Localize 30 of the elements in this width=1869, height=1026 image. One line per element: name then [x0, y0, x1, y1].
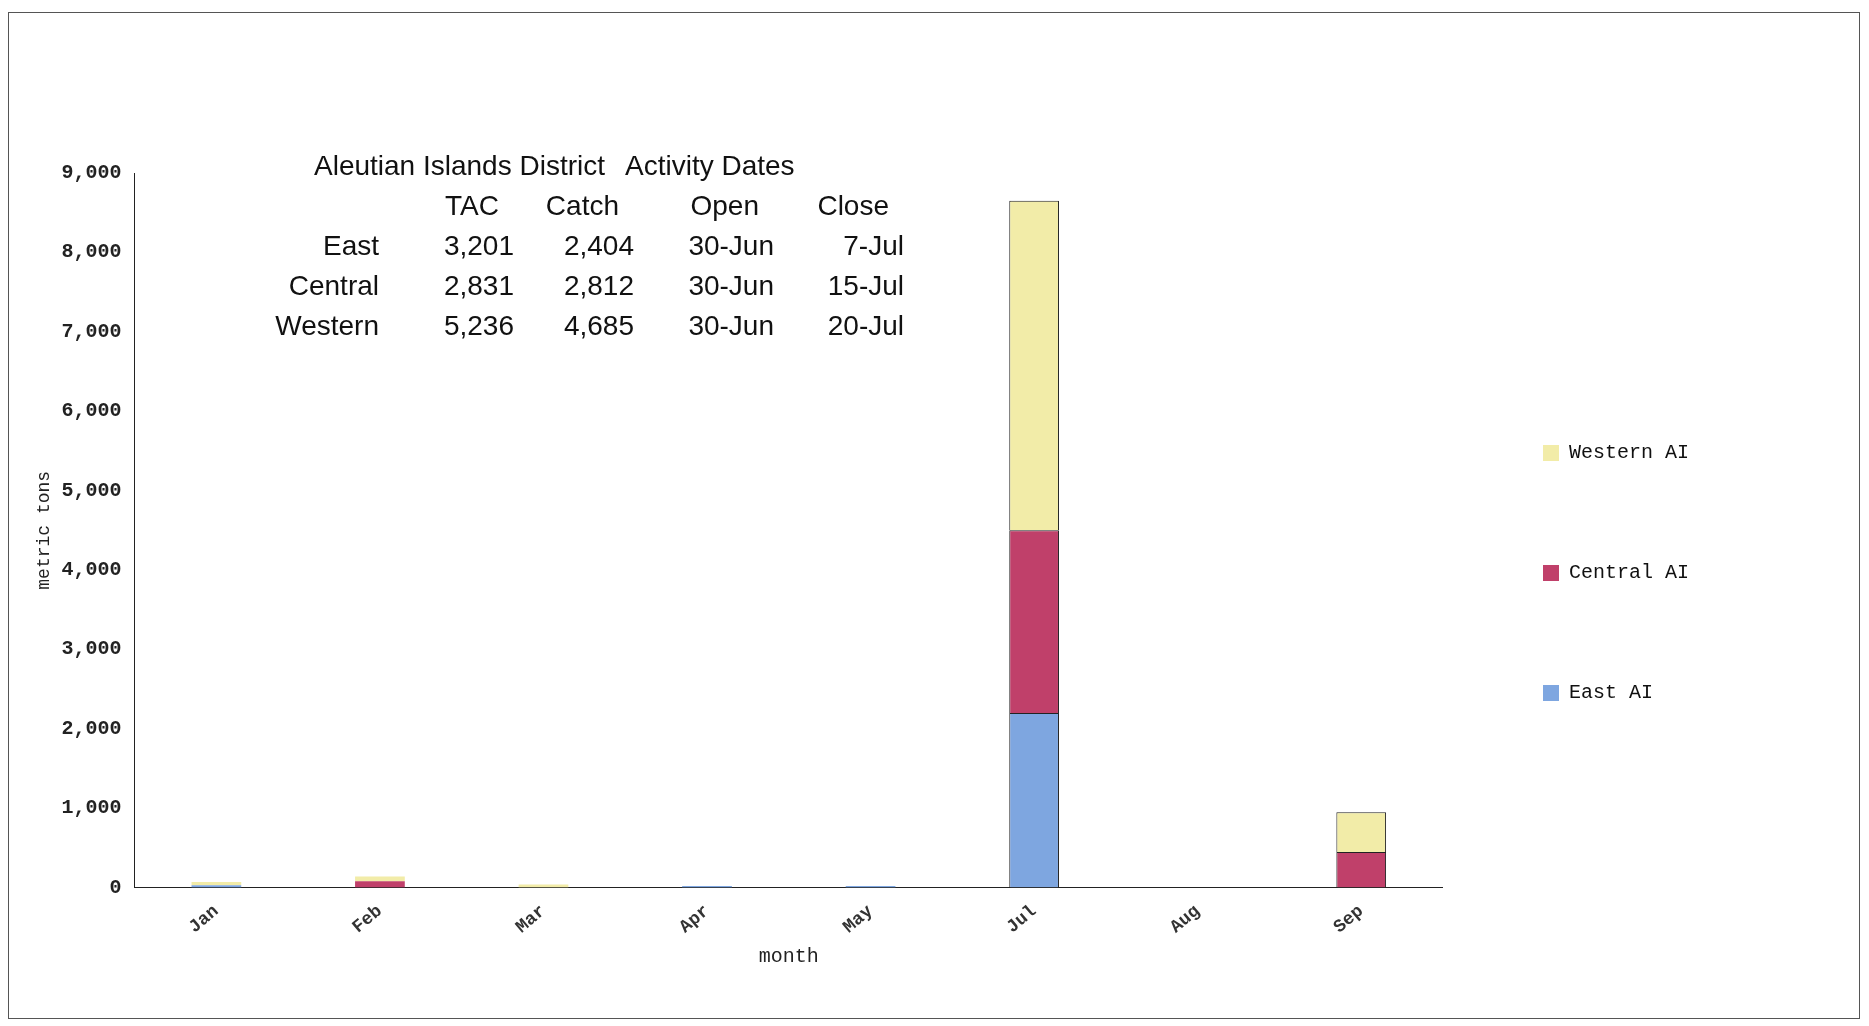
x-tick-label: Jan — [184, 900, 223, 938]
x-tick-label: May — [839, 900, 877, 938]
text: East 3,201 2,404 30-Jun 7-Jul — [322, 230, 904, 261]
x-tick-label: Apr — [675, 900, 714, 938]
legend-label: Central AI — [1568, 561, 1690, 585]
x-tick-label: Feb — [348, 900, 387, 938]
legend-label: Western AI — [1568, 441, 1690, 465]
y-tick-label: 9,000 — [61, 161, 122, 185]
x-tick-label: Jul — [1002, 900, 1041, 938]
y-tick-label: 7,000 — [61, 319, 122, 343]
y-tick-label: 1,000 — [61, 796, 122, 820]
x-tick-label: Sep — [1329, 900, 1368, 938]
text: Western 5,236 4,685 30-Jun 20-Jul — [275, 310, 904, 341]
bar — [355, 881, 405, 888]
text: Central 2,831 2,812 30-Jun 15-Jul — [288, 270, 904, 301]
y-axis-title: metric tons — [33, 470, 54, 590]
annotation: Aleutian Islands District Activity Dates — [314, 150, 795, 181]
y-tick-label: 2,000 — [61, 716, 122, 740]
legend-label: East AI — [1568, 681, 1653, 705]
y-tick-label: 4,000 — [61, 558, 122, 582]
y-tick-label: 5,000 — [61, 478, 122, 502]
text: TAC Catch Open Close — [445, 190, 889, 221]
x-tick-label: Mar — [511, 900, 550, 938]
x-axis-title: month — [758, 945, 819, 969]
y-tick-label: 3,000 — [61, 637, 122, 661]
y-tick-label: 8,000 — [61, 240, 122, 264]
x-tick-label: Aug — [1166, 900, 1204, 938]
bar — [518, 884, 569, 888]
y-tick-label: 0 — [109, 875, 122, 899]
y-tick-label: 6,000 — [61, 399, 122, 423]
